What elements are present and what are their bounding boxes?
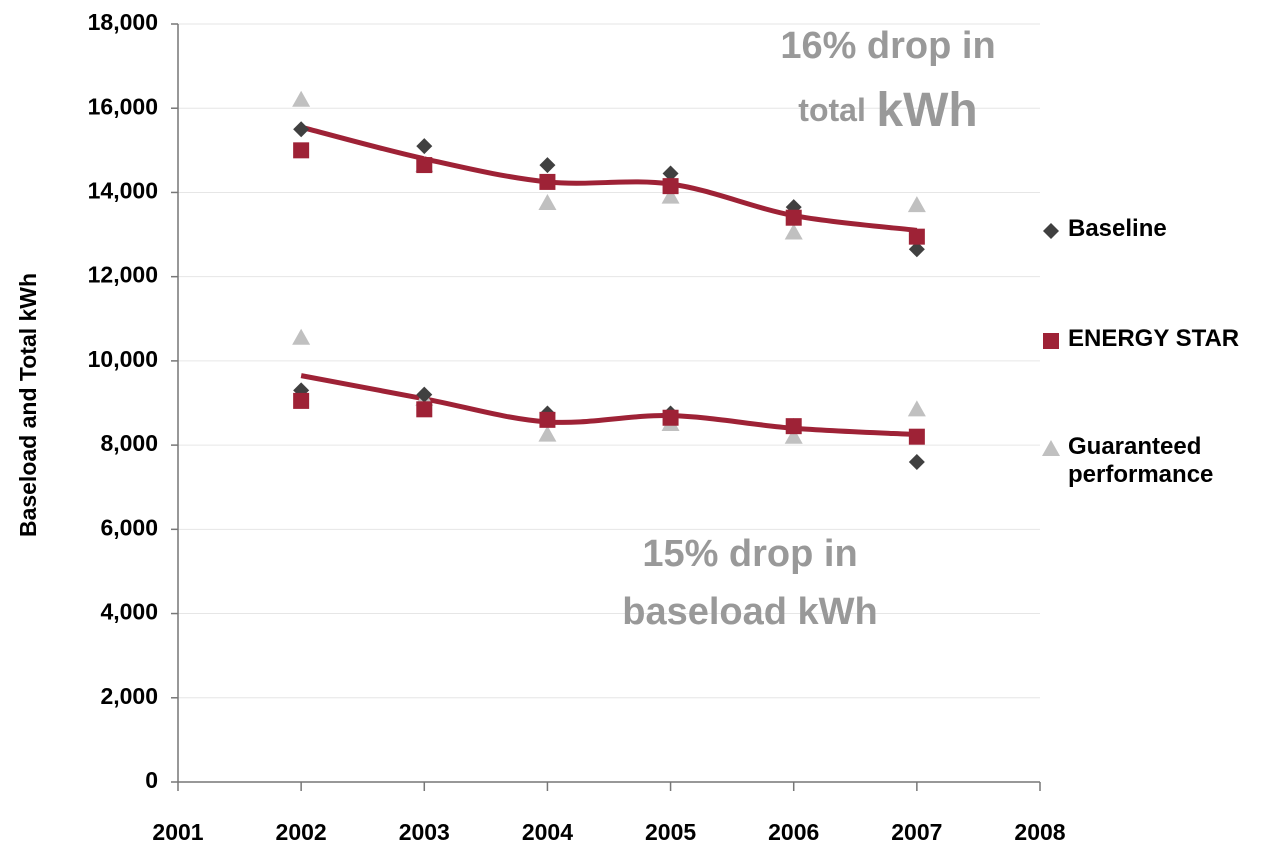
legend-label: ENERGY STAR: [1068, 325, 1240, 352]
marker-square: [293, 142, 310, 159]
marker-square: [908, 428, 925, 445]
marker-square: [416, 157, 433, 174]
annotation: baseload kWh: [622, 591, 878, 633]
marker-square: [662, 409, 679, 426]
marker-triangle: [1042, 440, 1060, 456]
x-tick-label: 2003: [399, 819, 450, 845]
marker-triangle: [784, 223, 803, 240]
legend-marker: [1042, 440, 1060, 456]
x-tick-label: 2006: [768, 819, 819, 845]
annotation-part: kWh: [876, 84, 977, 137]
marker-square: [416, 401, 433, 418]
x-tick-label: 2007: [891, 819, 942, 845]
marker-diamond: [908, 241, 925, 258]
marker-diamond: [293, 121, 310, 138]
marker-triangle: [292, 328, 311, 345]
marker-diamond: [908, 453, 925, 470]
annotation-part: total: [798, 92, 866, 128]
marker-square: [1043, 333, 1059, 349]
legend-marker: [1043, 223, 1059, 239]
trend-line: [300, 124, 918, 233]
trend-line: [300, 373, 917, 438]
y-axis-label: Baseload and Total kWh: [15, 273, 41, 537]
marker-triangle: [907, 196, 926, 213]
x-tick-label: 2002: [276, 819, 327, 845]
marker-square: [785, 418, 802, 435]
y-tick-label: 10,000: [88, 346, 158, 372]
y-tick-label: 18,000: [88, 9, 158, 35]
marker-diamond: [416, 138, 433, 155]
marker-diamond: [662, 165, 679, 182]
legend-label: Guaranteed performance: [1068, 433, 1214, 488]
marker-square: [539, 173, 556, 190]
marker-triangle: [538, 193, 557, 210]
y-tick-label: 12,000: [88, 262, 158, 288]
annotation: total kWh: [798, 84, 977, 137]
marker-triangle: [907, 400, 926, 417]
y-tick-label: 14,000: [88, 178, 158, 204]
y-tick-label: 2,000: [100, 683, 158, 709]
y-tick-label: 8,000: [100, 430, 158, 456]
marker-square: [908, 228, 925, 245]
marker-triangle: [538, 425, 557, 442]
x-tick-label: 2008: [1014, 819, 1065, 845]
legend-entry: Baseline: [1040, 215, 1275, 243]
marker-triangle: [292, 90, 311, 107]
legend-label: Baseline: [1068, 215, 1167, 242]
marker-square: [293, 392, 310, 409]
marker-square: [539, 411, 556, 428]
x-tick-label: 2005: [645, 819, 696, 845]
legend-entry: Guaranteed performance: [1040, 433, 1275, 489]
marker-diamond: [539, 157, 556, 174]
y-tick-label: 4,000: [100, 599, 158, 625]
marker-square: [785, 209, 802, 226]
y-tick-label: 0: [145, 767, 158, 793]
annotation: 15% drop in: [642, 533, 857, 575]
marker-square: [662, 178, 679, 195]
legend-entry: ENERGY STAR: [1040, 325, 1275, 353]
legend-marker: [1043, 333, 1059, 349]
marker-triangle: [784, 427, 803, 444]
annotation: 16% drop in: [780, 25, 995, 67]
x-tick-label: 2001: [152, 819, 203, 845]
y-tick-label: 16,000: [88, 93, 158, 119]
x-tick-label: 2004: [522, 819, 573, 845]
y-tick-label: 6,000: [100, 514, 158, 540]
marker-diamond: [416, 386, 433, 403]
marker-diamond: [1043, 223, 1059, 239]
marker-triangle: [661, 187, 680, 204]
